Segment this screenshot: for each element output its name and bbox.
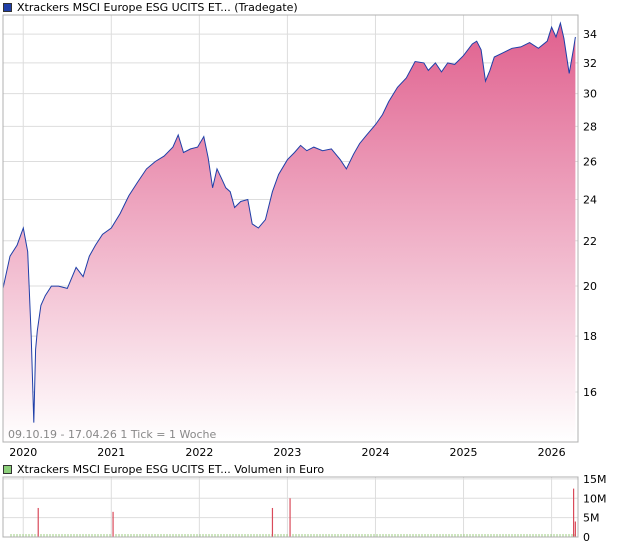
volume-frame	[2, 476, 579, 538]
price-line	[2, 21, 576, 423]
price-y-tick-label: 28	[583, 120, 597, 133]
price-area	[3, 23, 576, 442]
volume-y-tick-label: 10M	[583, 492, 607, 505]
price-y-axis: 16 18 20 22 24 26 28 30 32 34	[583, 28, 597, 399]
volume-title: Xtrackers MSCI Europe ESG UCITS ET... Vo…	[17, 462, 325, 476]
price-x-tick-label: 2026	[538, 446, 566, 459]
price-series-swatch	[3, 2, 12, 12]
price-y-tick-label: 26	[583, 156, 597, 169]
price-frame	[2, 14, 579, 443]
price-y-tick-label: 24	[583, 194, 597, 207]
price-y-tick-label: 30	[583, 88, 597, 101]
price-x-tick-label: 2022	[185, 446, 213, 459]
price-y-tick-label: 20	[583, 280, 597, 293]
price-y-tick-label: 16	[583, 386, 597, 399]
price-x-tick-label: 2023	[273, 446, 301, 459]
price-x-tick-label: 2025	[450, 446, 478, 459]
price-y-tick-label: 34	[583, 28, 597, 41]
price-x-tick-label: 2020	[9, 446, 37, 459]
volume-y-tick-label: 5M	[583, 512, 600, 525]
price-title: Xtrackers MSCI Europe ESG UCITS ET... (T…	[17, 0, 298, 14]
price-y-tick-label: 32	[583, 57, 597, 70]
volume-bars	[37, 488, 576, 537]
volume-y-axis: 0 5M 10M 15M	[583, 473, 607, 544]
price-chart: 09.10.19 - 17.04.26 1 Tick = 1 Woche 161…	[2, 14, 597, 459]
volume-y-tick-label: 0	[583, 531, 590, 544]
price-y-tick-label: 18	[583, 330, 597, 343]
range-info: 09.10.19 - 17.04.26 1 Tick = 1 Woche	[8, 428, 216, 441]
price-x-tick-label: 2024	[361, 446, 389, 459]
price-x-tick-label: 2021	[97, 446, 125, 459]
price-x-axis: 2020 2021 2022 2023 2024 2025 2026	[9, 446, 565, 459]
price-legend: Xtrackers MSCI Europe ESG UCITS ET... (T…	[3, 0, 298, 14]
price-y-tick-label: 22	[583, 235, 597, 248]
volume-series-swatch	[3, 464, 12, 474]
volume-y-tick-label: 15M	[583, 473, 607, 486]
volume-legend: Xtrackers MSCI Europe ESG UCITS ET... Vo…	[3, 462, 324, 476]
